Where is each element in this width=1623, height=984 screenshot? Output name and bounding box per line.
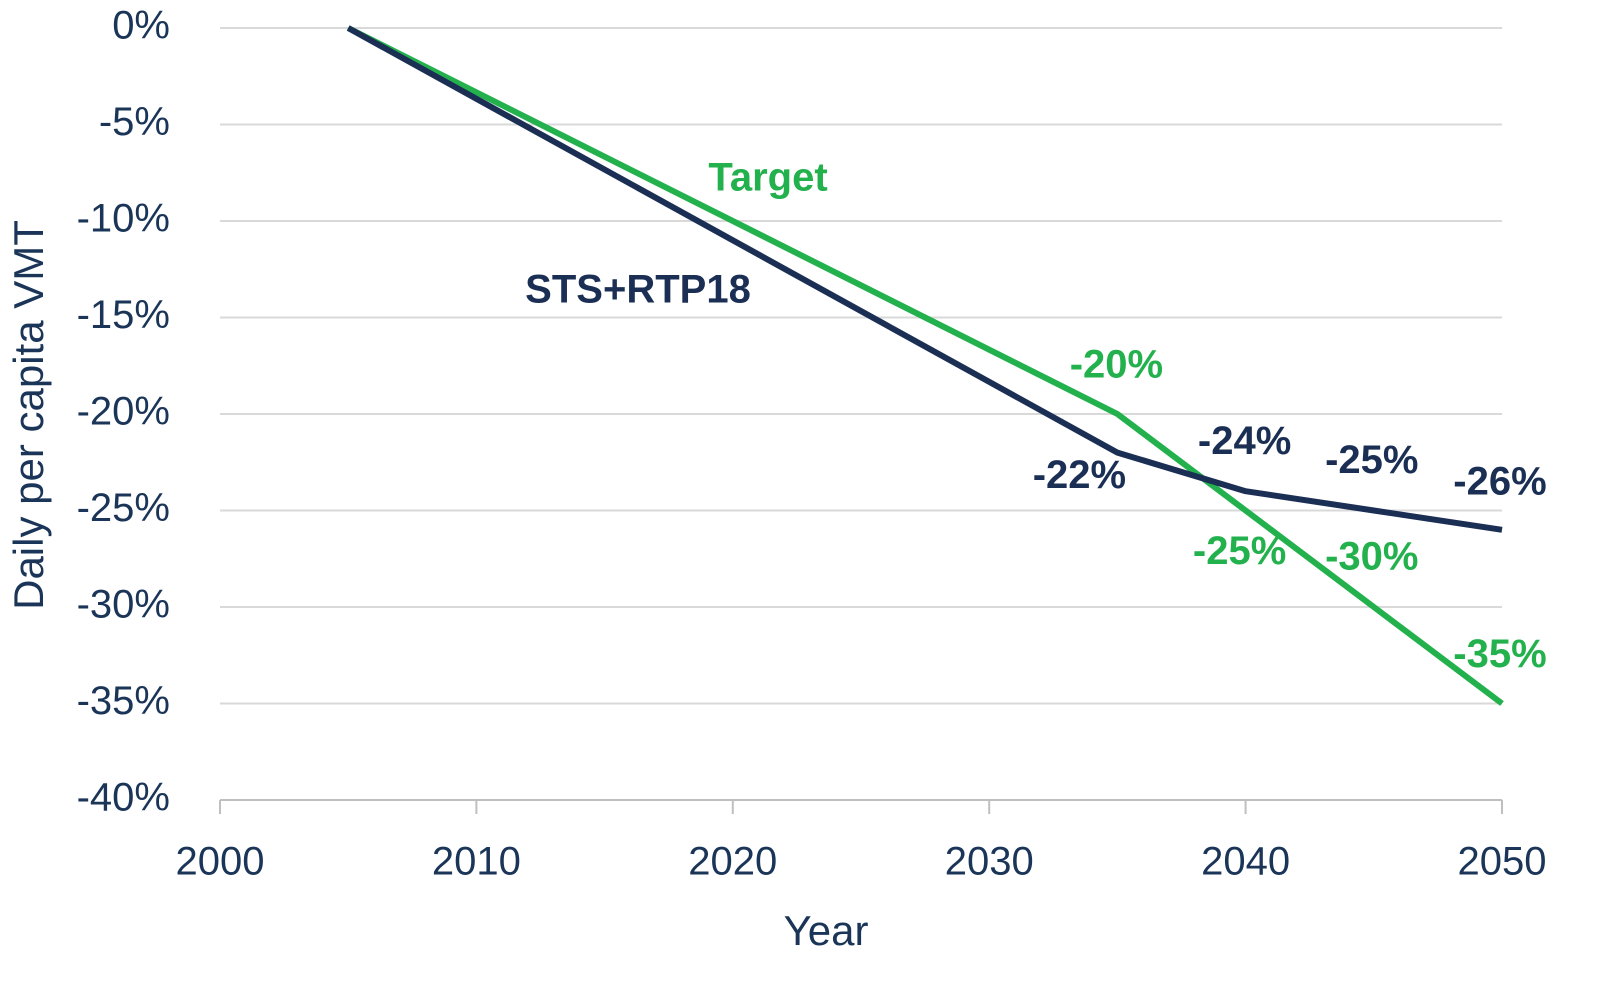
x-tick-label: 2050 <box>1458 840 1547 884</box>
data-label: -25% <box>1193 529 1286 573</box>
x-axis-title: Year <box>784 907 869 954</box>
x-tick-label: 2020 <box>688 840 777 884</box>
y-tick-label: -10% <box>77 197 170 241</box>
y-tick-label: -5% <box>99 100 170 144</box>
data-label: -20% <box>1070 343 1163 387</box>
x-tick-label: 2010 <box>432 840 521 884</box>
data-label: -26% <box>1453 459 1546 503</box>
x-tick-label: 2000 <box>176 840 265 884</box>
y-tick-label: -40% <box>77 776 170 820</box>
data-label: -25% <box>1325 438 1418 482</box>
y-tick-label: -15% <box>77 293 170 337</box>
series-line <box>346 25 1504 706</box>
series-line <box>346 25 1503 533</box>
y-tick-label: -20% <box>77 390 170 434</box>
x-tick-label: 2040 <box>1201 840 1290 884</box>
y-axis-title: Daily per capita VMT <box>5 220 52 610</box>
series-label: Target <box>708 156 827 200</box>
y-tick-label: -30% <box>77 583 170 627</box>
y-tick-label: -35% <box>77 679 170 723</box>
x-tick-label: 2030 <box>945 840 1034 884</box>
series-label: STS+RTP18 <box>525 268 751 312</box>
data-label: -22% <box>1033 453 1126 497</box>
data-label: -30% <box>1325 535 1418 579</box>
y-tick-label: -25% <box>77 486 170 530</box>
data-label: -35% <box>1453 632 1546 676</box>
y-tick-label: 0% <box>112 4 170 48</box>
data-label: -24% <box>1198 419 1291 463</box>
